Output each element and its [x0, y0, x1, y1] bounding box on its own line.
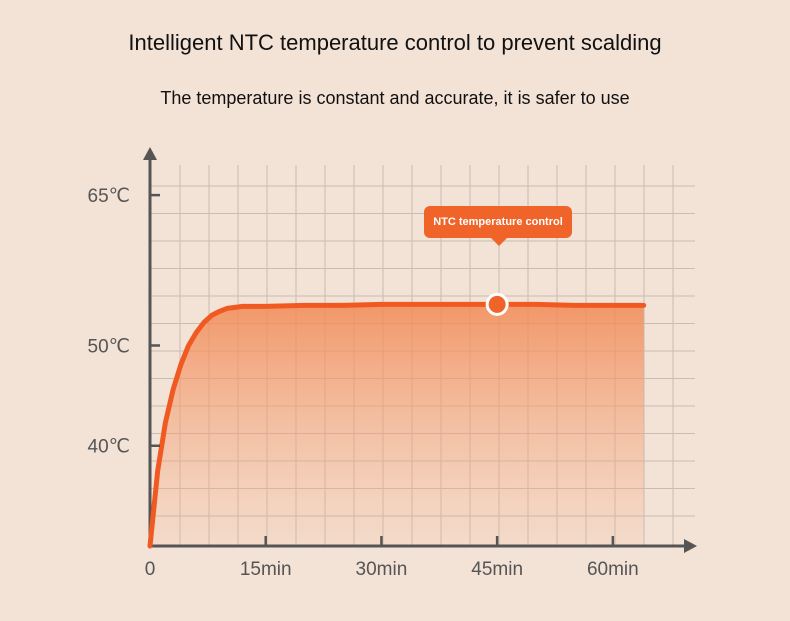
y-tick-label: 65℃ — [88, 186, 130, 207]
x-tick-label: 15min — [240, 559, 292, 580]
y-tick-label: 40℃ — [88, 437, 130, 458]
ntc-callout-pointer — [491, 238, 507, 246]
x-tick-label: 0 — [145, 559, 156, 580]
page-title: Intelligent NTC temperature control to p… — [128, 30, 662, 55]
area-fill — [150, 304, 644, 546]
x-tick-label: 30min — [356, 559, 408, 580]
axes — [143, 147, 697, 553]
x-axis-arrow — [684, 539, 697, 553]
y-tick-label: 50℃ — [88, 336, 130, 357]
y-axis-arrow — [143, 147, 157, 160]
x-tick-label: 60min — [587, 559, 639, 580]
x-tick-label: 45min — [471, 559, 523, 580]
page-subtitle: The temperature is constant and accurate… — [160, 88, 630, 108]
annotation-point — [485, 292, 509, 316]
ntc-callout: NTC temperature control — [424, 206, 572, 238]
